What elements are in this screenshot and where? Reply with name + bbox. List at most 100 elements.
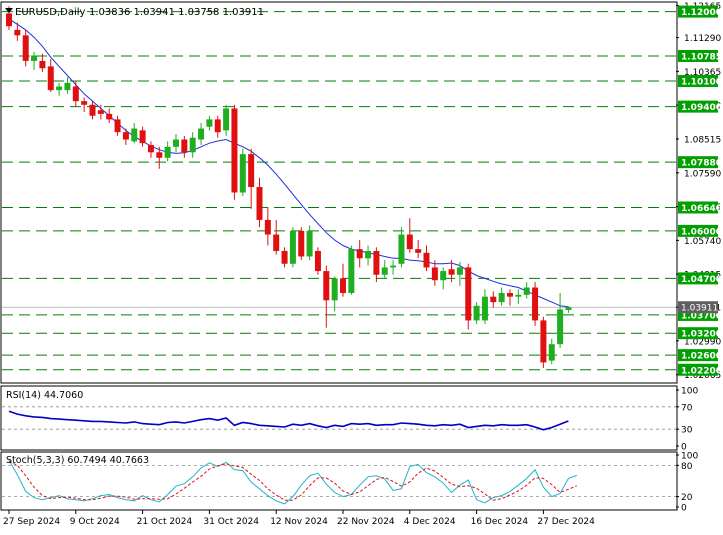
level-label: 1.09400 xyxy=(681,103,722,113)
price-tick-label: 1.11290 xyxy=(684,34,721,44)
candle-body xyxy=(348,249,355,294)
candle-body xyxy=(532,287,539,321)
level-label: 1.12000 xyxy=(681,8,722,18)
candle-body xyxy=(323,271,330,301)
candle xyxy=(206,115,213,131)
level-label: 1.03700 xyxy=(681,311,722,321)
candle xyxy=(273,219,280,255)
candle-body xyxy=(490,296,497,303)
candle xyxy=(156,146,163,169)
price-panel-frame xyxy=(0,1,678,384)
stoch-main-line xyxy=(8,459,577,505)
price-tick-label: 1.10365 xyxy=(684,68,721,78)
candle-body xyxy=(398,234,405,264)
current-price-label: 1.03911 xyxy=(681,304,718,314)
candle-body xyxy=(515,294,522,297)
candle-body xyxy=(139,130,146,144)
rsi-panel-frame xyxy=(0,385,678,451)
current-price-box xyxy=(678,301,718,314)
candle xyxy=(248,148,255,209)
candle-body xyxy=(198,128,205,140)
candle-body xyxy=(97,110,104,114)
rsi-line xyxy=(8,410,569,431)
candle xyxy=(181,135,188,158)
candle xyxy=(498,287,505,306)
candle xyxy=(223,104,230,136)
candle-body xyxy=(331,278,338,301)
candle-body xyxy=(6,13,12,27)
level-label-box xyxy=(678,49,718,62)
candle xyxy=(22,29,29,67)
level-label-box xyxy=(678,100,718,113)
candle-body xyxy=(181,139,188,153)
candle xyxy=(406,218,413,253)
candle-body xyxy=(81,101,88,105)
candle-body xyxy=(390,265,397,268)
candle xyxy=(306,225,313,261)
indicator-tick-label: 0 xyxy=(681,443,687,453)
candle xyxy=(72,81,79,107)
candle-body xyxy=(557,309,564,345)
level-label-box xyxy=(678,327,718,340)
candle-body xyxy=(314,250,321,272)
candle xyxy=(431,260,438,286)
candle xyxy=(465,263,472,330)
candle xyxy=(281,247,288,268)
candle-body xyxy=(548,344,555,361)
candle-body xyxy=(122,132,129,140)
time-tick-label: 4 Dec 2024 xyxy=(404,517,456,527)
candle xyxy=(515,289,522,304)
candle xyxy=(214,115,221,138)
dropdown-triangle-icon[interactable] xyxy=(5,8,13,13)
price-tick-label: 1.08515 xyxy=(684,135,721,145)
candle-body xyxy=(565,307,572,310)
candle xyxy=(131,123,138,144)
time-axis: 27 Sep 2024 9 Oct 2024 21 Oct 2024 31 Oct 2… xyxy=(3,510,595,527)
candle xyxy=(173,134,179,153)
candle-body xyxy=(223,108,230,131)
candle xyxy=(289,227,296,268)
candle-body xyxy=(214,119,221,133)
candle-body xyxy=(540,320,547,363)
ma-line xyxy=(8,18,569,308)
level-label-box xyxy=(678,201,718,214)
candle xyxy=(239,148,246,197)
level-label: 1.04700 xyxy=(681,275,722,285)
candle xyxy=(440,267,447,290)
candle xyxy=(532,282,539,326)
level-label-box xyxy=(678,363,718,376)
moving-average xyxy=(8,18,569,308)
level-label: 1.03200 xyxy=(681,330,722,340)
price-tick-label: 1.05740 xyxy=(684,237,721,247)
candle-body xyxy=(440,271,447,281)
indicator-tick-label: 100 xyxy=(681,387,698,397)
indicator-tick-label: 30 xyxy=(681,426,693,436)
level-label-box xyxy=(678,5,718,18)
candle xyxy=(89,101,96,120)
stoch-label: Stoch(5,3,3) 60.7494 40.7663 xyxy=(6,455,149,466)
level-label-box xyxy=(678,75,718,88)
candle-body xyxy=(298,230,305,257)
candle xyxy=(490,291,497,308)
candle-body xyxy=(456,267,463,275)
candle-body xyxy=(72,86,79,102)
level-label-box xyxy=(678,156,718,169)
price-tick-label: 1.02065 xyxy=(684,371,721,381)
candle xyxy=(139,126,146,147)
candle-body xyxy=(31,55,38,61)
price-tick-label: 1.07590 xyxy=(684,169,721,179)
indicator-tick-label: 100 xyxy=(681,452,698,462)
candle-body xyxy=(273,234,280,251)
candle-body xyxy=(239,154,246,193)
candle xyxy=(448,260,455,283)
candle-body xyxy=(14,29,21,36)
ohlc-values: 1.03836 1.03941 1.03758 1.03911 xyxy=(89,7,264,18)
candle xyxy=(331,276,338,312)
candle-body xyxy=(206,119,213,127)
time-tick-label: 22 Nov 2024 xyxy=(337,517,395,527)
candle xyxy=(423,245,430,272)
candle xyxy=(565,306,572,313)
candle-body xyxy=(406,234,413,250)
